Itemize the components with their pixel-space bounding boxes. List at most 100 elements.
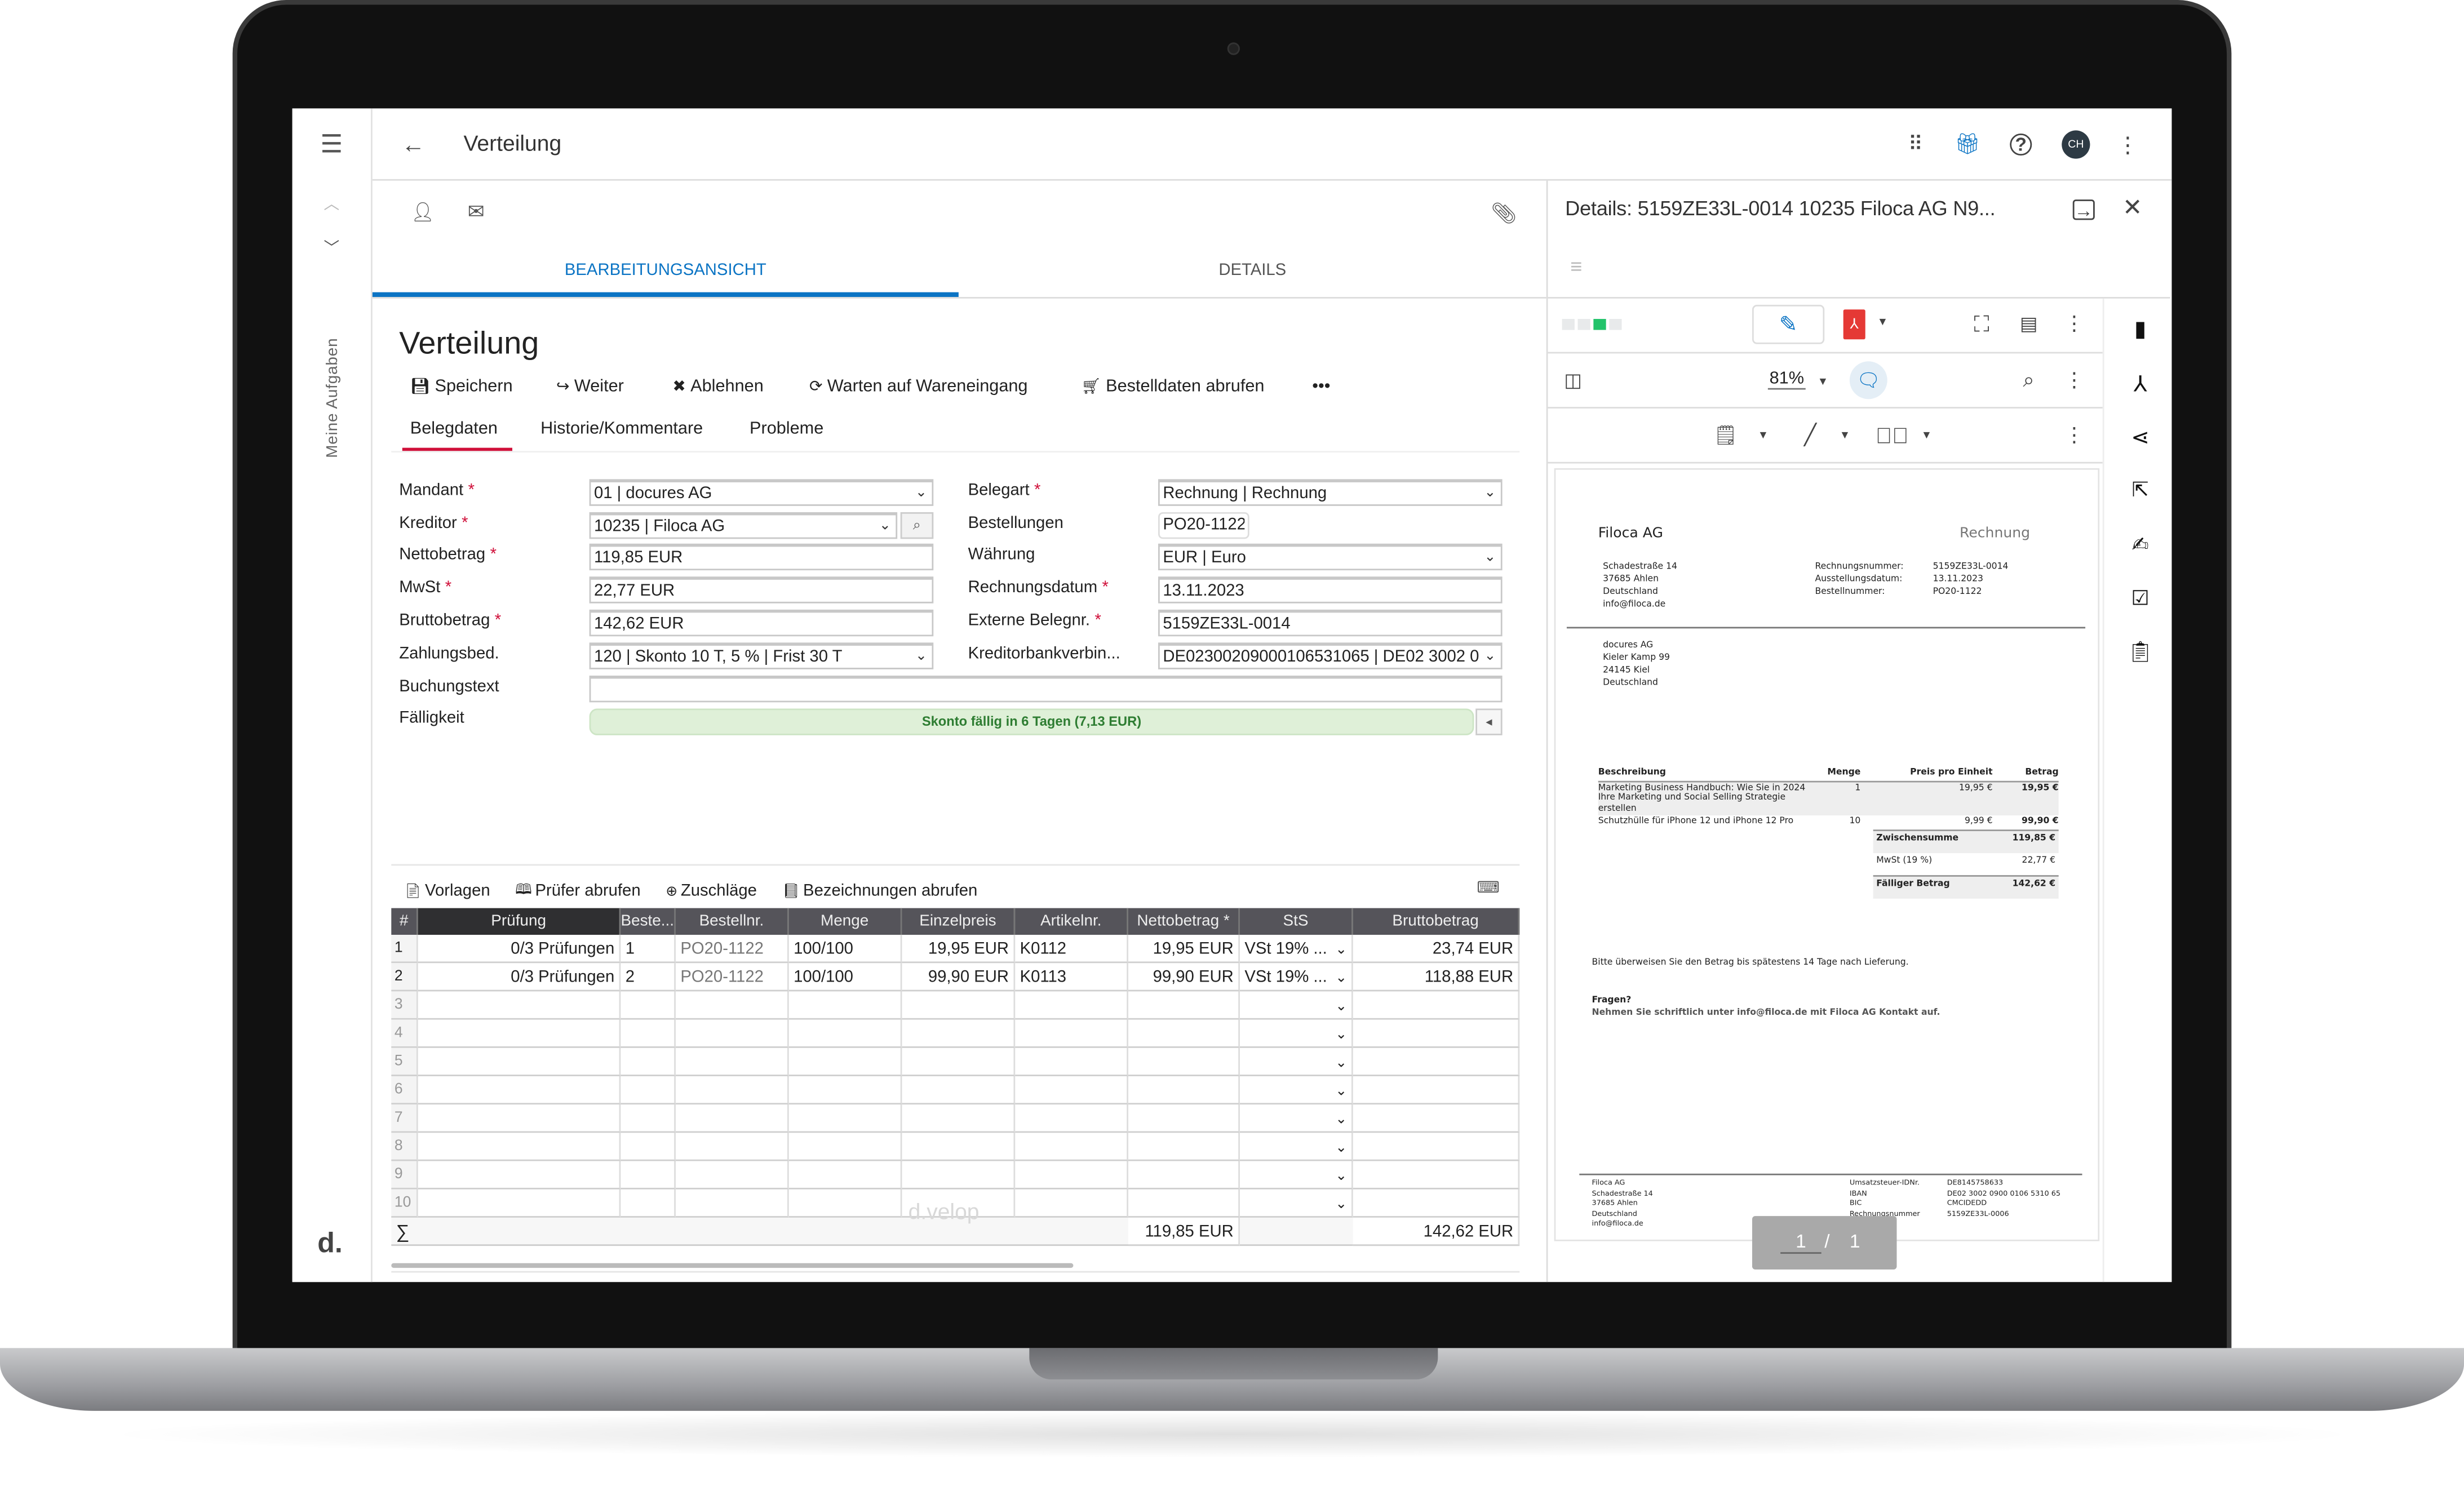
table-cell-sts[interactable]: ⌄	[1239, 1189, 1353, 1218]
buchungstext-input[interactable]	[589, 675, 1503, 703]
table-cell[interactable]	[1015, 991, 1128, 1020]
table-cell[interactable]	[1353, 1076, 1520, 1105]
signature-icon[interactable]: ✍︎	[2131, 532, 2149, 557]
subtab-historie[interactable]: Historie/Kommentare	[540, 419, 703, 438]
table-cell[interactable]	[902, 1161, 1016, 1189]
table-cell[interactable]: 23,74 EUR	[1353, 935, 1520, 964]
edit-button[interactable]: ✎	[1752, 304, 1825, 344]
input-nettobetrag[interactable]: 119,85 EUR	[589, 543, 934, 571]
table-cell[interactable]	[788, 1019, 902, 1048]
column-header[interactable]: Beste...	[621, 908, 676, 935]
pdf-icon[interactable]: ⅄	[1843, 309, 1865, 340]
keyboard-icon[interactable]: ⌨	[1477, 879, 1500, 896]
table-cell[interactable]	[675, 1076, 789, 1105]
table-cell[interactable]: 0/3 Prüfungen	[418, 935, 621, 964]
table-cell[interactable]	[1015, 1161, 1128, 1189]
table-cell-sts[interactable]: ⌄	[1239, 1019, 1353, 1048]
chevron-down-icon[interactable]: ⌄	[915, 483, 928, 500]
tab-bearbeitungsansicht[interactable]: BEARBEITUNGSANSICHT	[564, 260, 766, 280]
table-cell[interactable]	[1015, 1047, 1128, 1076]
table-cell[interactable]: PO20-1122	[675, 963, 789, 992]
select-kreditorbankverbin-[interactable]: DE02300209000106531065 | DE02 3002 09 ⌄	[1158, 642, 1503, 669]
dvelop-logo[interactable]: d.	[317, 1227, 343, 1259]
my-tasks-label[interactable]: Meine Aufgaben	[324, 338, 342, 458]
table-cell[interactable]	[621, 1047, 676, 1076]
close-icon[interactable]: ✕	[2122, 194, 2143, 222]
table-cell[interactable]	[675, 991, 789, 1020]
table-cell[interactable]	[1015, 1019, 1128, 1048]
table-cell[interactable]: 19,95 EUR	[1128, 935, 1240, 964]
table-cell[interactable]	[902, 1047, 1016, 1076]
sts-dropdown-icon[interactable]: ⌄	[1335, 1111, 1348, 1127]
table-cell[interactable]	[1128, 991, 1240, 1020]
table-cell[interactable]	[902, 1076, 1016, 1105]
table-row[interactable]: 10 ⌄	[391, 1189, 1520, 1218]
zoom-level[interactable]: 81%	[1767, 369, 1806, 390]
task-add-icon[interactable]: 📋︎	[2127, 639, 2153, 663]
table-cell[interactable]	[1015, 1133, 1128, 1161]
table-cell[interactable]: 100/100	[788, 963, 902, 992]
table-cell[interactable]	[418, 1104, 621, 1133]
sticky-note-icon[interactable]: 🗒︎	[1713, 424, 1738, 446]
table-cell[interactable]	[418, 1047, 621, 1076]
sts-dropdown-icon[interactable]: ⌄	[1335, 1139, 1348, 1155]
column-header[interactable]: #	[391, 908, 418, 935]
table-cell[interactable]	[788, 1161, 902, 1189]
subtab-belegdaten[interactable]: Belegdaten	[410, 419, 498, 438]
select-währung[interactable]: EUR | Euro ⌄	[1158, 543, 1503, 571]
menu-icon[interactable]: ☰	[320, 132, 343, 159]
table-cell[interactable]	[1015, 1104, 1128, 1133]
input-bestellungen[interactable]: PO20-1122	[1158, 512, 1249, 539]
table-cell[interactable]	[1015, 1189, 1128, 1218]
table-row[interactable]: 5 ⌄	[391, 1047, 1520, 1076]
table-cell[interactable]	[1353, 1019, 1520, 1048]
table-cell[interactable]	[621, 1133, 676, 1161]
column-header[interactable]: Artikelnr.	[1015, 908, 1128, 935]
apps-grid-icon[interactable]: ⠿	[1908, 132, 1924, 156]
table-cell-sts[interactable]: VSt 19% ... ⌄	[1239, 963, 1353, 992]
select-kreditor[interactable]: 10235 | Filoca AG ⌄	[589, 512, 898, 539]
table-cell[interactable]	[418, 1189, 621, 1218]
table-cell[interactable]	[675, 1161, 789, 1189]
table-cell[interactable]	[788, 991, 902, 1020]
column-header[interactable]: Nettobetrag *	[1128, 908, 1240, 935]
table-cell[interactable]	[621, 1161, 676, 1189]
sts-dropdown-icon[interactable]: ⌄	[1335, 1082, 1348, 1099]
table-row[interactable]: 6 ⌄	[391, 1076, 1520, 1105]
workflow-icon[interactable]: ⇱	[2131, 477, 2149, 501]
sts-dropdown-icon[interactable]: ⌄	[1335, 941, 1348, 957]
subtab-probleme[interactable]: Probleme	[750, 419, 824, 438]
search-icon[interactable]: ⌕	[2023, 367, 2035, 392]
table-cell[interactable]: 99,90 EUR	[1128, 963, 1240, 992]
table-cell[interactable]	[675, 1047, 789, 1076]
line-dropdown-icon[interactable]: ▼	[1839, 429, 1851, 441]
page-current-input[interactable]: 1	[1780, 1230, 1822, 1254]
table-cell[interactable]: 118,88 EUR	[1353, 963, 1520, 992]
table-cell[interactable]	[1353, 1133, 1520, 1161]
more-icon[interactable]: ⋮	[2064, 423, 2085, 446]
task-check-icon[interactable]: ☑	[2131, 586, 2150, 610]
table-cell[interactable]	[418, 1076, 621, 1105]
table-cell[interactable]: K0113	[1015, 963, 1128, 992]
gift-icon[interactable]: 🎁︎	[1954, 132, 1980, 156]
column-header[interactable]: Menge	[788, 908, 902, 935]
table-row[interactable]: 4 ⌄	[391, 1019, 1520, 1048]
chevron-down-icon[interactable]: ﹀	[323, 239, 340, 257]
pdf-dropdown-icon[interactable]: ▼	[1877, 316, 1889, 328]
select-zahlungsbed-[interactable]: 120 | Skonto 10 T, 5 % | Frist 30 T ⌄	[589, 642, 934, 669]
table-cell[interactable]	[1353, 991, 1520, 1020]
table-cell[interactable]	[902, 1019, 1016, 1048]
table-cell[interactable]	[621, 1104, 676, 1133]
sts-dropdown-icon[interactable]: ⌄	[1335, 1195, 1348, 1211]
chevron-down-icon[interactable]: ⌄	[1484, 483, 1496, 500]
wait-goods-receipt-button[interactable]: ⟳ Warten auf Wareneingang	[809, 377, 1028, 396]
table-cell[interactable]: 2	[621, 963, 676, 992]
fetch-reviewers-button[interactable]: 🕮 Prüfer abrufen	[515, 878, 640, 904]
table-cell[interactable]	[902, 1189, 1016, 1218]
table-row[interactable]: 2 0/3 Prüfungen 2 PO20-1122 100/100 99,90 EUR…	[391, 963, 1520, 992]
table-cell[interactable]	[1353, 1189, 1520, 1218]
chevron-down-icon[interactable]: ⌄	[1484, 548, 1496, 564]
table-cell[interactable]	[902, 1104, 1016, 1133]
sts-dropdown-icon[interactable]: ⌄	[1335, 1026, 1348, 1042]
stamp-dropdown-icon[interactable]: ▼	[1921, 429, 1933, 441]
